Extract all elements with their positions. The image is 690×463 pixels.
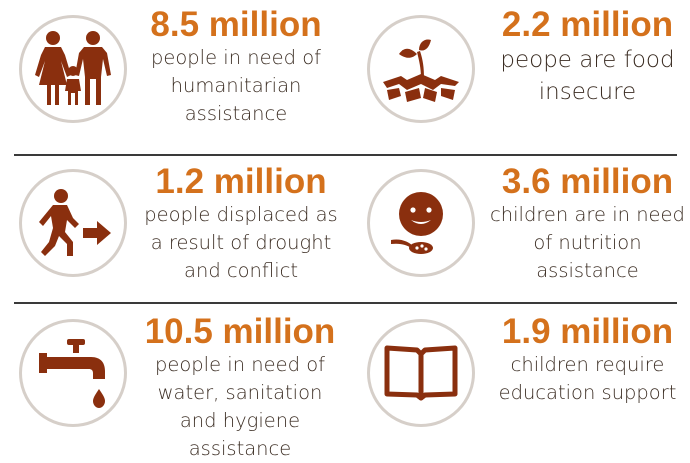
- row-divider: [14, 302, 677, 304]
- family-icon: [35, 31, 111, 105]
- icon-circle: [367, 169, 475, 277]
- stat-description: people in need of humanitarian assistanc…: [151, 46, 321, 125]
- stat-description: people displaced as a result of drought …: [144, 203, 338, 282]
- stat-figure: 8.5 million: [150, 5, 322, 44]
- icon-circle: [367, 15, 475, 123]
- icon-circle: [19, 169, 127, 277]
- icon-circle: [19, 15, 127, 123]
- stat-card-displaced: 1.2 million people displaced as a result…: [0, 163, 345, 303]
- stat-card-wash: 10.5 million people in need of water, sa…: [0, 305, 345, 460]
- stat-text: 10.5 million people in need of water, sa…: [138, 313, 342, 463]
- displaced-person-icon: [39, 189, 111, 256]
- stat-description: people in need of water, sanitation and …: [155, 353, 325, 460]
- stat-card-education: 1.9 million children require education s…: [345, 305, 690, 445]
- water-tap-icon: [39, 339, 105, 408]
- stat-description: children require education support: [498, 353, 677, 404]
- stat-figure: 1.2 million: [155, 162, 327, 201]
- stat-description: children are in need of nutrition assist…: [490, 203, 685, 282]
- row-divider: [14, 154, 677, 156]
- stat-figure: 1.9 million: [501, 312, 674, 351]
- stat-text: 3.6 million children are in need of nutr…: [485, 163, 690, 285]
- stat-description: peope are food insecure: [500, 47, 675, 105]
- stat-card-nutrition: 3.6 million children are in need of nutr…: [345, 163, 690, 303]
- stat-text: 1.9 million children require education s…: [485, 313, 690, 407]
- stat-figure: 10.5 million: [144, 312, 336, 351]
- sprout-dry-soil-icon: [383, 39, 459, 102]
- stat-card-food-insecure: 2.2 million peope are food insecure: [345, 0, 690, 140]
- stat-figure: 2.2 million: [501, 5, 674, 44]
- stat-card-humanitarian: 8.5 million people in need of humanitari…: [0, 0, 345, 140]
- icon-circle: [19, 319, 127, 427]
- icon-circle: [367, 319, 475, 427]
- stat-figure: 3.6 million: [501, 162, 674, 201]
- stat-text: 1.2 million people displaced as a result…: [140, 163, 342, 285]
- stat-text: 8.5 million people in need of humanitari…: [136, 6, 336, 128]
- child-spoon-icon: [391, 192, 443, 254]
- stat-text: 2.2 million peope are food insecure: [485, 6, 690, 108]
- open-book-icon: [384, 345, 458, 401]
